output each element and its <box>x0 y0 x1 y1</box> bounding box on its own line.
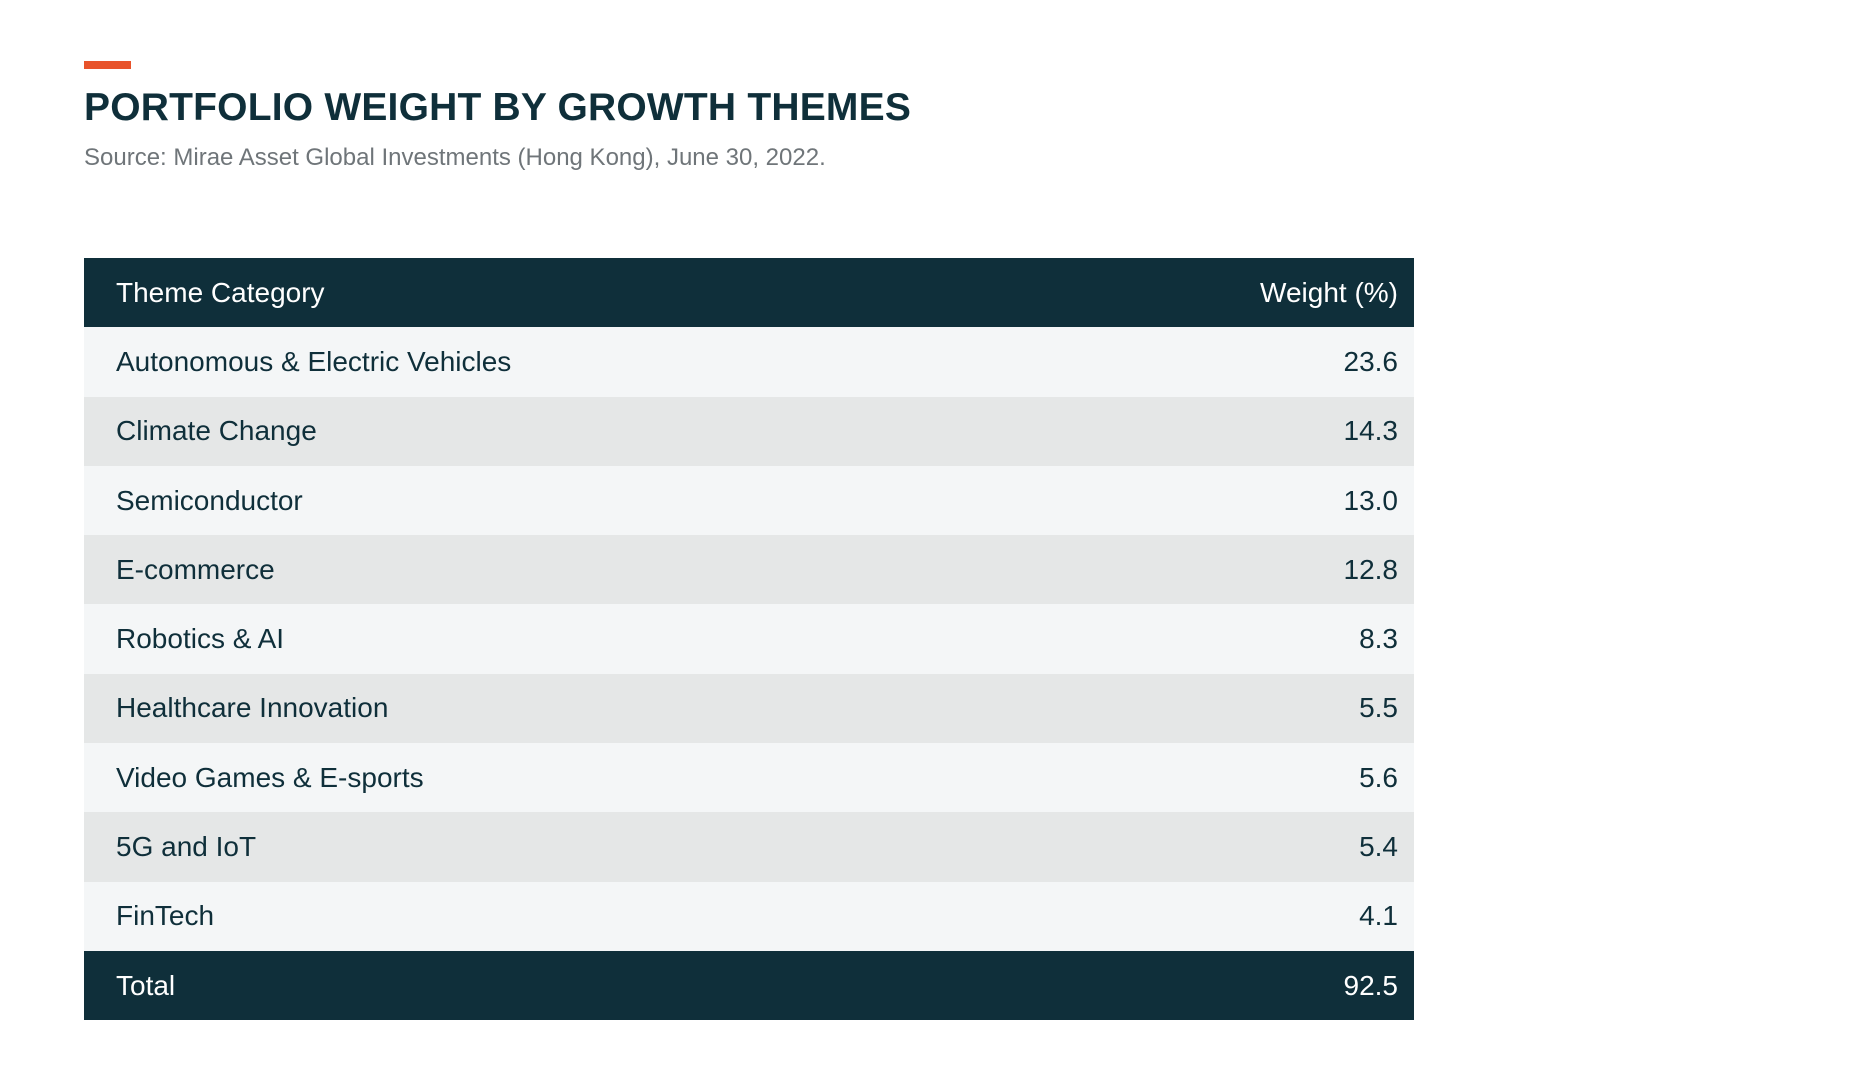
table-row: FinTech 4.1 <box>84 881 1414 951</box>
weight-value-cell: 5.5 <box>1359 692 1398 724</box>
table-row: Semiconductor 13.0 <box>84 465 1414 536</box>
table-row: Healthcare Innovation 5.5 <box>84 673 1414 744</box>
theme-category-cell: FinTech <box>116 900 215 932</box>
column-header-weight: Weight (%) <box>1260 276 1398 308</box>
title-accent-bar <box>84 61 131 69</box>
total-value: 92.5 <box>1343 969 1399 1001</box>
table-row: 5G and IoT 5.4 <box>84 812 1414 882</box>
weight-value-cell: 8.3 <box>1359 623 1398 655</box>
weight-value-cell: 4.1 <box>1359 900 1398 932</box>
weight-value-cell: 5.4 <box>1359 831 1398 863</box>
column-header-theme-category: Theme Category <box>116 276 325 308</box>
chart-title: PORTFOLIO WEIGHT BY GROWTH THEMES <box>84 86 912 129</box>
weight-value-cell: 14.3 <box>1343 415 1399 447</box>
table-row: Robotics & AI 8.3 <box>84 604 1414 674</box>
theme-category-cell: Video Games & E-sports <box>116 761 424 793</box>
weight-value-cell: 13.0 <box>1343 484 1399 516</box>
table-header-row: Theme Category Weight (%) <box>84 258 1414 328</box>
table-body: Autonomous & Electric Vehicles 23.6 Climat… <box>84 327 1414 951</box>
theme-category-cell: 5G and IoT <box>116 831 257 863</box>
theme-category-cell: Autonomous & Electric Vehicles <box>116 345 512 377</box>
table-row: Autonomous & Electric Vehicles 23.6 <box>84 327 1414 397</box>
table-row: Video Games & E-sports 5.6 <box>84 743 1414 813</box>
theme-category-cell: Climate Change <box>116 415 317 447</box>
weight-value-cell: 23.6 <box>1343 345 1399 377</box>
table-total-row: Total 92.5 <box>84 950 1414 1021</box>
table-row: E-commerce 12.8 <box>84 535 1414 605</box>
total-label: Total <box>116 969 176 1001</box>
weight-value-cell: 5.6 <box>1359 761 1398 793</box>
theme-weight-table: Theme Category Weight (%) Autonomous & E… <box>84 258 1414 1021</box>
theme-category-cell: Healthcare Innovation <box>116 692 389 724</box>
theme-category-cell: E-commerce <box>116 553 275 585</box>
weight-value-cell: 12.8 <box>1343 553 1399 585</box>
table-row: Climate Change 14.3 <box>84 396 1414 466</box>
theme-category-cell: Semiconductor <box>116 484 303 516</box>
chart-source-note: Source: Mirae Asset Global Investments (… <box>84 144 826 171</box>
theme-category-cell: Robotics & AI <box>116 623 285 655</box>
